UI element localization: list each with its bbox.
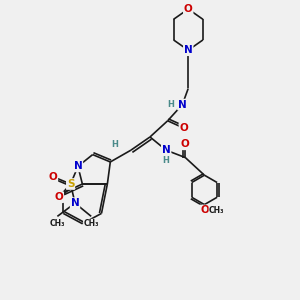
Text: H: H — [163, 156, 170, 165]
Text: N: N — [178, 100, 187, 110]
Text: CH₃: CH₃ — [50, 219, 65, 228]
Text: CH₃: CH₃ — [209, 206, 224, 215]
Text: S: S — [67, 179, 74, 189]
Text: O: O — [181, 139, 190, 149]
Text: H: H — [167, 100, 174, 109]
Text: O: O — [200, 206, 209, 215]
Text: N: N — [184, 45, 193, 55]
Text: CH₃: CH₃ — [83, 219, 99, 228]
Text: N: N — [162, 145, 170, 155]
Text: H: H — [111, 140, 118, 149]
Text: O: O — [184, 4, 193, 14]
Text: N: N — [74, 161, 82, 171]
Text: O: O — [49, 172, 57, 182]
Text: O: O — [179, 123, 188, 133]
Text: N: N — [70, 198, 80, 208]
Text: O: O — [55, 192, 63, 202]
